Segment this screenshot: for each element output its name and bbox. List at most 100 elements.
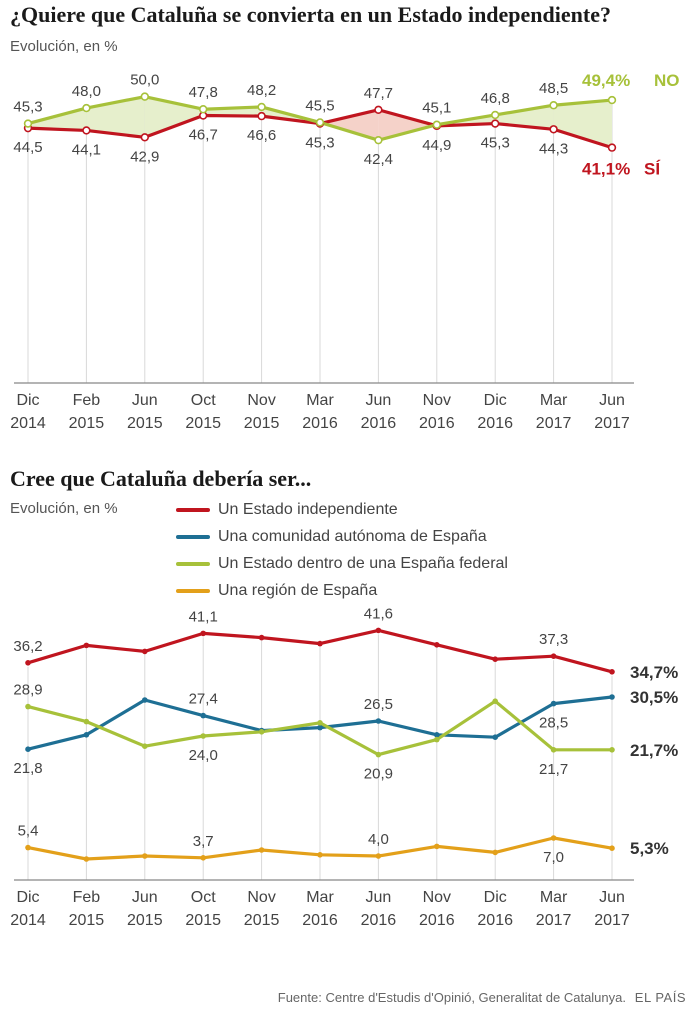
data-point-indep xyxy=(434,642,440,648)
value-label-si: 45,3 xyxy=(481,135,510,152)
value-label-auto: 27,4 xyxy=(189,691,218,708)
x-tick-label: 2017 xyxy=(594,415,630,432)
x-tick-label: Mar xyxy=(306,889,334,906)
chart1-subtitle: Evolución, en % xyxy=(10,38,118,55)
value-label-indep: 34,7% xyxy=(630,663,678,682)
data-point-auto xyxy=(83,732,90,738)
data-point-no xyxy=(491,110,500,120)
data-point-auto xyxy=(25,746,31,752)
x-tick-label: 2015 xyxy=(127,415,163,432)
data-point-indep xyxy=(83,642,90,649)
data-point-indep xyxy=(142,648,148,655)
value-label-fed: 20,9 xyxy=(364,766,393,783)
x-tick-label: Jun xyxy=(132,889,158,906)
value-label-reg: 7,0 xyxy=(543,849,564,866)
x-tick-label: Mar xyxy=(306,392,334,409)
x-tick-label: 2016 xyxy=(477,415,513,432)
data-point-fed xyxy=(258,729,265,735)
data-point-si xyxy=(491,119,500,128)
difference-area xyxy=(28,108,87,131)
value-label-fed: 24,0 xyxy=(189,747,218,764)
value-label-no: 45,1 xyxy=(422,100,451,117)
x-tick-label: Oct xyxy=(191,889,216,906)
value-label-no: 48,5 xyxy=(539,80,568,97)
data-point-reg xyxy=(200,855,206,861)
x-tick-label: 2014 xyxy=(10,912,46,929)
data-point-reg xyxy=(550,835,557,841)
data-point-fed xyxy=(375,751,382,758)
value-label-no: 42,4 xyxy=(364,151,393,168)
value-label-si: 44,5 xyxy=(13,139,42,156)
data-point-auto xyxy=(550,700,557,707)
value-label-auto: 21,8 xyxy=(13,760,42,777)
x-tick-label: Jun xyxy=(366,889,392,906)
x-tick-label: 2015 xyxy=(69,912,105,929)
x-tick-label: Dic xyxy=(16,889,39,906)
x-tick-label: Nov xyxy=(247,392,275,409)
data-point-indep xyxy=(258,634,265,641)
data-point-auto xyxy=(142,697,148,703)
legend-label-fed: Un Estado dentro de una España federal xyxy=(218,554,508,572)
data-point-auto xyxy=(609,694,615,700)
data-point-si xyxy=(257,111,266,121)
value-label-auto: 26,5 xyxy=(364,696,393,713)
value-label-si: 45,3 xyxy=(305,135,334,152)
legend-label-indep: Un Estado independiente xyxy=(218,500,398,518)
data-point-fed xyxy=(492,698,499,704)
chart2-title: Cree que Cataluña debería ser... xyxy=(10,466,312,491)
x-tick-label: 2015 xyxy=(185,415,221,432)
value-label-no: 45,5 xyxy=(305,97,334,114)
x-tick-label: Feb xyxy=(73,889,101,906)
data-point-reg xyxy=(434,843,440,850)
x-tick-label: Jun xyxy=(599,392,625,409)
value-label-auto: 28,5 xyxy=(539,715,568,732)
x-tick-label: 2015 xyxy=(244,912,280,929)
data-point-no xyxy=(199,105,208,114)
data-point-si xyxy=(607,143,617,152)
chart1-title: ¿Quiere que Cataluña se convierta en un … xyxy=(10,2,611,27)
value-label-fed: 28,9 xyxy=(13,682,42,699)
data-point-auto xyxy=(258,727,265,734)
x-tick-label: Mar xyxy=(540,392,568,409)
value-label-indep: 41,1 xyxy=(189,608,218,625)
data-point-si xyxy=(374,105,383,115)
x-tick-label: Nov xyxy=(423,889,451,906)
data-point-indep xyxy=(375,627,382,634)
end-label-no: NO xyxy=(654,71,680,90)
data-point-fed xyxy=(25,703,31,710)
data-point-no xyxy=(374,135,383,145)
data-point-indep xyxy=(492,656,499,662)
data-point-si xyxy=(140,133,150,142)
value-label-si: 42,9 xyxy=(130,148,159,165)
x-tick-label: 2016 xyxy=(419,912,455,929)
value-label-si: 46,6 xyxy=(247,127,276,144)
data-point-reg xyxy=(317,852,323,858)
value-label-si: 41,1% xyxy=(582,160,630,179)
source-note: Fuente: Centre d'Estudis d'Opinió, Gener… xyxy=(277,990,626,1005)
data-point-indep xyxy=(200,630,206,637)
x-tick-label: Mar xyxy=(540,889,568,906)
value-label-si: 44,1 xyxy=(72,141,101,158)
data-point-indep xyxy=(550,653,557,659)
x-tick-label: Dic xyxy=(484,889,507,906)
x-tick-label: 2015 xyxy=(185,912,221,929)
data-point-fed xyxy=(434,736,440,743)
data-point-indep xyxy=(317,640,323,647)
value-label-reg: 4,0 xyxy=(368,831,389,848)
difference-area xyxy=(495,105,554,130)
legend-swatch-auto xyxy=(176,534,210,539)
legend-item: Una región de España xyxy=(176,577,508,604)
value-label-no: 48,2 xyxy=(247,82,276,99)
difference-area xyxy=(378,109,435,141)
x-tick-label: 2016 xyxy=(302,912,338,929)
value-label-no: 46,8 xyxy=(481,90,510,107)
x-tick-label: 2015 xyxy=(127,912,163,929)
legend-label-reg: Una región de España xyxy=(218,581,378,599)
x-tick-label: 2016 xyxy=(361,912,397,929)
data-point-auto xyxy=(200,712,206,719)
x-tick-label: 2016 xyxy=(477,912,513,929)
data-point-reg xyxy=(375,853,382,859)
data-point-no xyxy=(432,120,441,129)
x-tick-label: 2016 xyxy=(419,415,455,432)
chart2-subtitle: Evolución, en % xyxy=(10,500,118,517)
